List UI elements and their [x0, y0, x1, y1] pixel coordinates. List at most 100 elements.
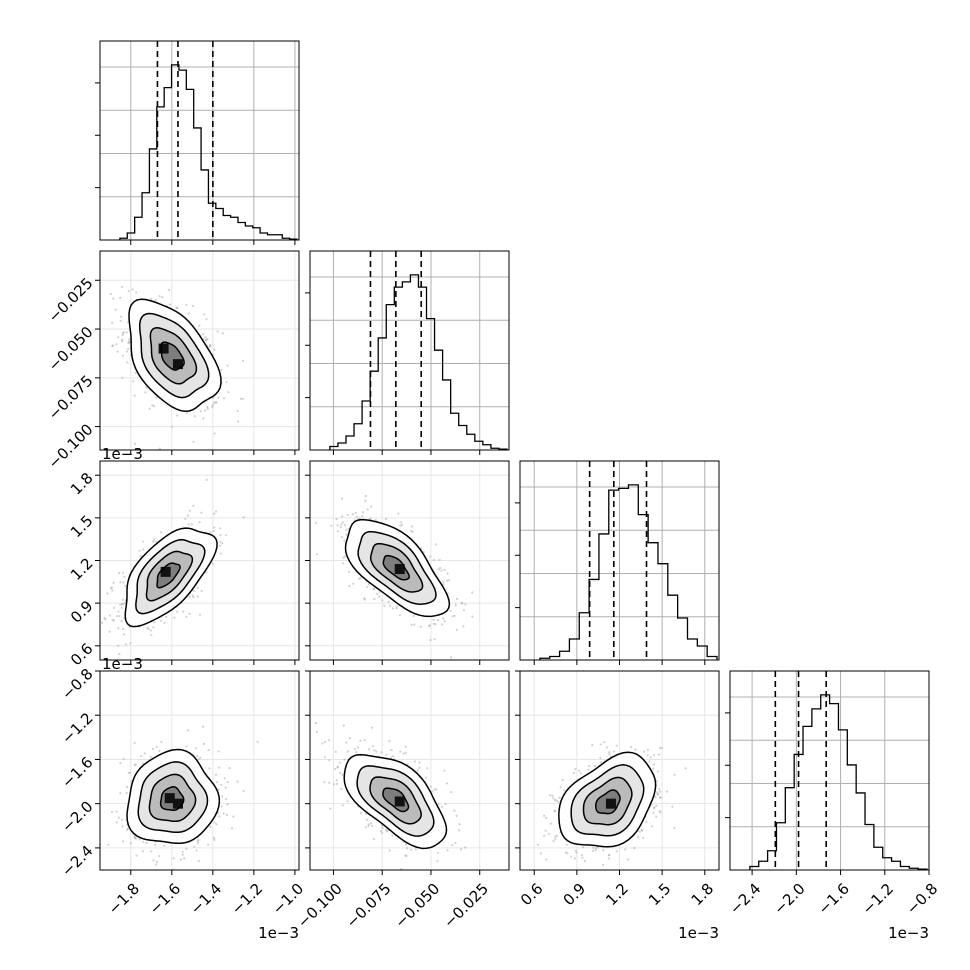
scatter-point	[655, 780, 658, 783]
scatter-point	[198, 613, 202, 617]
scatter-point	[153, 621, 156, 624]
scatter-point	[626, 858, 630, 861]
scatter-point	[128, 341, 131, 344]
scatter-point	[399, 524, 402, 527]
scatter-point	[338, 761, 342, 764]
scatter-point	[112, 619, 115, 622]
scatter-point	[571, 877, 573, 879]
scatter-point	[226, 803, 229, 806]
scatter-point	[451, 844, 454, 847]
scatter-point	[101, 621, 104, 624]
scatter-point	[449, 609, 452, 613]
scatter-point	[367, 823, 370, 826]
scatter-point	[389, 604, 392, 607]
scatter-point	[196, 595, 200, 598]
scatter-point	[367, 824, 370, 828]
scatter-point	[563, 789, 566, 792]
y-tick-label: −0.025	[45, 274, 97, 326]
scatter-point	[324, 756, 327, 759]
scatter-point	[111, 345, 114, 348]
scatter-point	[370, 822, 373, 825]
scatter-point	[404, 854, 407, 857]
scatter-point	[433, 788, 436, 791]
scatter-point	[580, 854, 584, 857]
scatter-point	[575, 851, 578, 854]
scatter-point	[341, 804, 344, 807]
scatter-point	[655, 815, 658, 818]
scatter-point	[387, 600, 390, 604]
scatter-point	[173, 616, 176, 619]
scatter-point	[455, 628, 458, 632]
scatter-point	[117, 336, 120, 339]
scatter-point	[160, 531, 163, 534]
scatter-point	[555, 799, 558, 802]
scatter-point	[545, 816, 548, 820]
scatter-point	[655, 804, 658, 807]
y-tick-label: −0.100	[45, 420, 97, 472]
scatter-point	[158, 447, 161, 450]
scatter-point	[422, 551, 425, 554]
scatter-point	[348, 737, 352, 740]
scatter-point	[554, 810, 557, 813]
scatter-point	[367, 582, 370, 586]
scatter-point	[543, 814, 546, 817]
contour-line	[126, 748, 221, 845]
scatter-point	[145, 841, 148, 845]
contour-line	[382, 787, 410, 813]
scatter-point	[213, 821, 216, 824]
scatter-point	[656, 792, 659, 795]
scatter-point	[624, 848, 627, 851]
scatter-point	[186, 514, 189, 517]
scatter-point	[656, 770, 660, 773]
scatter-point	[217, 750, 220, 753]
scatter-point	[220, 805, 223, 808]
scatter-point	[192, 589, 195, 593]
scatter-point	[341, 497, 344, 500]
scatter-point	[154, 299, 157, 302]
scatter-point	[158, 295, 161, 298]
scatter-point	[112, 297, 115, 300]
panel-frame	[309, 250, 510, 451]
scatter-point	[600, 761, 603, 764]
scatter-point	[150, 634, 153, 637]
scatter-point	[347, 750, 350, 753]
scatter-point	[197, 838, 200, 842]
scatter-point	[599, 756, 602, 759]
scatter-point	[128, 337, 131, 340]
scatter-point	[358, 517, 361, 520]
scatter-point	[551, 794, 554, 798]
scatter-point	[359, 739, 362, 742]
y-offset-label: 1e−3	[102, 445, 143, 463]
scatter-point	[219, 552, 223, 555]
scatter-point	[176, 306, 179, 309]
scatter-point	[464, 603, 467, 606]
scatter-point	[414, 848, 417, 851]
x-tick-label: 1.5	[645, 880, 675, 910]
scatter-point	[429, 785, 432, 788]
scatter-point	[181, 853, 184, 856]
scatter-point	[437, 568, 440, 571]
scatter-point	[108, 630, 111, 633]
scatter-point	[608, 854, 611, 857]
scatter-point	[160, 619, 163, 622]
scatter-point	[213, 526, 216, 529]
scatter-point	[109, 587, 112, 590]
scatter-point	[138, 838, 141, 841]
scatter-point	[108, 614, 111, 617]
scatter-point	[336, 766, 339, 769]
scatter-point	[378, 590, 381, 594]
scatter-point	[665, 790, 669, 793]
scatter-point	[212, 836, 216, 840]
scatter-point	[204, 409, 207, 412]
scatter-point	[181, 850, 184, 854]
scatter-point	[218, 766, 221, 769]
scatter-point	[198, 324, 201, 327]
scatter-point	[227, 391, 230, 394]
contour-line	[128, 298, 222, 413]
scatter-point	[615, 850, 618, 853]
scatter-point	[566, 852, 569, 855]
scatter-panel-2-0	[100, 461, 299, 660]
scatter-point	[314, 721, 317, 725]
scatter-point	[658, 746, 662, 750]
scatter-point	[363, 598, 366, 601]
